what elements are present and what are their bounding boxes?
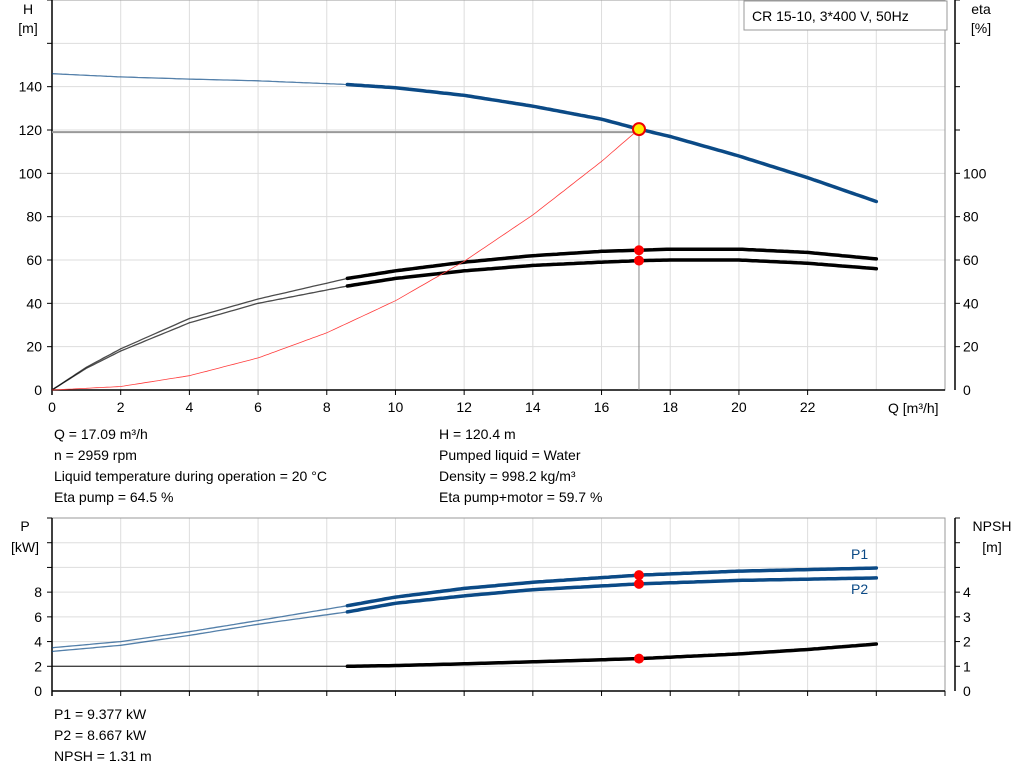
p2-curve-extended xyxy=(51,611,348,653)
y2-tick-label: 0 xyxy=(963,382,971,398)
y-tick-label: 2 xyxy=(34,658,42,674)
legend-box xyxy=(743,0,948,31)
p-axis-unit: [kW] xyxy=(11,539,39,555)
h-axis-label: H xyxy=(23,1,33,17)
x-tick-label: 12 xyxy=(456,399,472,415)
eta-axis-label: eta xyxy=(971,1,991,17)
q-axis-label: Q [m³/h] xyxy=(888,400,939,416)
y-tick-label: 8 xyxy=(34,584,42,600)
duty-point-npsh xyxy=(633,653,644,664)
x-tick-label: 18 xyxy=(662,399,678,415)
y2-tick-label: 100 xyxy=(963,165,987,181)
pump-title: CR 15-10, 3*400 V, 50Hz xyxy=(752,8,909,24)
p1-label: P1 xyxy=(851,546,868,562)
duty-point-p2 xyxy=(633,578,644,589)
y-tick-label: 140 xyxy=(19,79,43,95)
info-density: Density = 998.2 kg/m³ xyxy=(439,468,576,484)
y2-tick-label: 0 xyxy=(963,683,971,699)
x-tick-label: 6 xyxy=(254,399,262,415)
y-tick-label: 100 xyxy=(19,165,43,181)
y2-tick-label: 1 xyxy=(963,658,971,674)
eta-pump-curve xyxy=(345,247,879,281)
p2-label: P2 xyxy=(851,581,868,597)
p1-curve-extended xyxy=(51,605,348,649)
eta-pump-curve-extended xyxy=(51,277,348,391)
x-tick-label: 10 xyxy=(388,399,404,415)
x-tick-label: 14 xyxy=(525,399,541,415)
x-tick-label: 2 xyxy=(117,399,125,415)
npsh-curve xyxy=(345,642,879,669)
info-eta-pump: Eta pump = 64.5 % xyxy=(54,489,174,505)
y2-tick-label: 2 xyxy=(963,634,971,650)
y-tick-label: 120 xyxy=(19,122,43,138)
info-npsh: NPSH = 1.31 m xyxy=(54,748,152,764)
head-eta-chart: 0 20 40 60 80 100 120 140 0 20 40 60 80 100 0 2 4 6 8 10 12 1… xyxy=(19,0,987,415)
y2-tick-label: 40 xyxy=(963,295,979,311)
y-tick-label: 20 xyxy=(26,339,42,355)
x-tick-label: 20 xyxy=(731,399,747,415)
power-npsh-chart: 0 2 4 6 8 0 1 2 3 4 xyxy=(34,517,971,699)
h-axis-unit: [m] xyxy=(18,20,37,36)
p-axis-label: P xyxy=(20,518,29,534)
y-tick-label: 80 xyxy=(26,209,42,225)
x-tick-label: 22 xyxy=(800,399,816,415)
npsh-axis-label: NPSH xyxy=(973,518,1012,534)
eta-axis-unit: [%] xyxy=(971,20,991,36)
eta-pump-motor-curve xyxy=(345,258,879,288)
plot-frame xyxy=(51,517,946,692)
x-tick-label: 16 xyxy=(594,399,610,415)
info-temp: Liquid temperature during operation = 20… xyxy=(54,468,327,484)
y-tick-label: 4 xyxy=(34,634,42,650)
info-eta-pump-motor: Eta pump+motor = 59.7 % xyxy=(439,489,603,505)
plot-frame xyxy=(51,0,946,391)
p1-curve xyxy=(345,566,879,608)
y-tick-label: 60 xyxy=(26,252,42,268)
info-bottom: P1 = 9.377 kW P2 = 8.667 kW NPSH = 1.31 … xyxy=(54,704,152,767)
p2-curve xyxy=(345,576,879,614)
y2-tick-label: 3 xyxy=(963,609,971,625)
y2-tick-label: 80 xyxy=(963,209,979,225)
x-tick-label: 8 xyxy=(323,399,331,415)
y2-tick-label: 60 xyxy=(963,252,979,268)
info-q: Q = 17.09 m³/h xyxy=(54,426,148,442)
info-p1: P1 = 9.377 kW xyxy=(54,706,147,722)
duty-point-eta-pump-motor xyxy=(633,255,644,266)
x-tick-label: 0 xyxy=(48,399,56,415)
h-curve xyxy=(345,82,879,204)
info-right: H = 120.4 m Pumped liquid = Water Densit… xyxy=(439,424,602,508)
y-tick-label: 0 xyxy=(34,382,42,398)
h-curve-extended xyxy=(51,73,348,86)
info-n: n = 2959 rpm xyxy=(54,447,137,463)
duty-point-p1 xyxy=(633,570,644,581)
x-tick-label: 4 xyxy=(185,399,193,415)
y-tick-label: 0 xyxy=(34,683,42,699)
info-p2: P2 = 8.667 kW xyxy=(54,727,147,743)
info-h: H = 120.4 m xyxy=(439,426,516,442)
y2-tick-label: 20 xyxy=(963,339,979,355)
system-curve-curve xyxy=(51,131,637,391)
eta-pump-motor-curve-extended xyxy=(51,285,348,391)
duty-point-head xyxy=(631,122,646,137)
info-left: Q = 17.09 m³/h n = 2959 rpm Liquid tempe… xyxy=(54,424,327,508)
y-tick-label: 6 xyxy=(34,609,42,625)
npsh-axis-unit: [m] xyxy=(982,539,1001,555)
y-tick-label: 40 xyxy=(26,295,42,311)
duty-point-eta-pump xyxy=(633,245,644,256)
y2-tick-label: 4 xyxy=(963,584,971,600)
info-liquid: Pumped liquid = Water xyxy=(439,447,581,463)
